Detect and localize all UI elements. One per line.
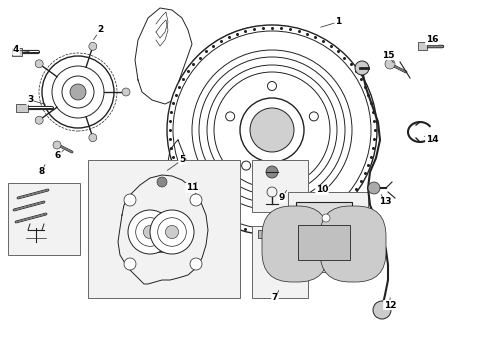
Text: 12: 12 — [384, 301, 396, 310]
Text: 3: 3 — [27, 95, 33, 104]
FancyBboxPatch shape — [252, 160, 308, 212]
Circle shape — [268, 81, 276, 90]
Bar — [16, 104, 28, 112]
FancyBboxPatch shape — [88, 160, 240, 298]
Circle shape — [368, 182, 380, 194]
Circle shape — [250, 108, 294, 152]
Circle shape — [292, 265, 300, 273]
Text: 16: 16 — [426, 36, 438, 45]
Circle shape — [167, 25, 377, 235]
Text: 2: 2 — [97, 26, 103, 35]
Circle shape — [322, 214, 330, 222]
Circle shape — [124, 194, 136, 206]
Text: 15: 15 — [382, 50, 394, 59]
Circle shape — [190, 258, 202, 270]
Circle shape — [242, 161, 251, 170]
Circle shape — [144, 225, 157, 239]
Circle shape — [89, 42, 97, 50]
FancyBboxPatch shape — [298, 225, 350, 260]
Text: 1: 1 — [335, 18, 341, 27]
Bar — [418, 42, 427, 50]
Text: 7: 7 — [272, 293, 278, 302]
Circle shape — [309, 112, 318, 121]
Circle shape — [385, 59, 395, 69]
Circle shape — [266, 166, 278, 178]
Circle shape — [35, 116, 43, 124]
Circle shape — [35, 60, 43, 68]
FancyBboxPatch shape — [320, 206, 386, 282]
Circle shape — [70, 84, 86, 100]
Circle shape — [190, 194, 202, 206]
FancyBboxPatch shape — [252, 226, 308, 298]
Circle shape — [150, 210, 194, 254]
FancyBboxPatch shape — [150, 212, 172, 252]
Bar — [12, 48, 22, 56]
Text: 13: 13 — [379, 198, 391, 207]
Text: 6: 6 — [55, 150, 61, 159]
Text: 8: 8 — [39, 167, 45, 176]
Text: 9: 9 — [279, 194, 285, 202]
Text: 4: 4 — [13, 45, 19, 54]
FancyBboxPatch shape — [262, 206, 328, 282]
Circle shape — [226, 112, 235, 121]
Circle shape — [122, 88, 130, 96]
Circle shape — [89, 134, 97, 141]
Circle shape — [53, 141, 61, 149]
Text: 5: 5 — [179, 156, 185, 165]
Text: 14: 14 — [426, 135, 439, 144]
Circle shape — [373, 301, 391, 319]
FancyBboxPatch shape — [296, 202, 352, 262]
Text: 10: 10 — [316, 185, 328, 194]
Circle shape — [42, 56, 114, 128]
FancyBboxPatch shape — [288, 192, 368, 272]
Circle shape — [128, 210, 172, 254]
Circle shape — [157, 177, 167, 187]
Circle shape — [124, 258, 136, 270]
Circle shape — [294, 161, 302, 170]
Circle shape — [166, 225, 178, 239]
Circle shape — [355, 61, 369, 75]
Text: 11: 11 — [186, 184, 198, 193]
FancyBboxPatch shape — [8, 183, 80, 255]
Bar — [258, 230, 272, 238]
